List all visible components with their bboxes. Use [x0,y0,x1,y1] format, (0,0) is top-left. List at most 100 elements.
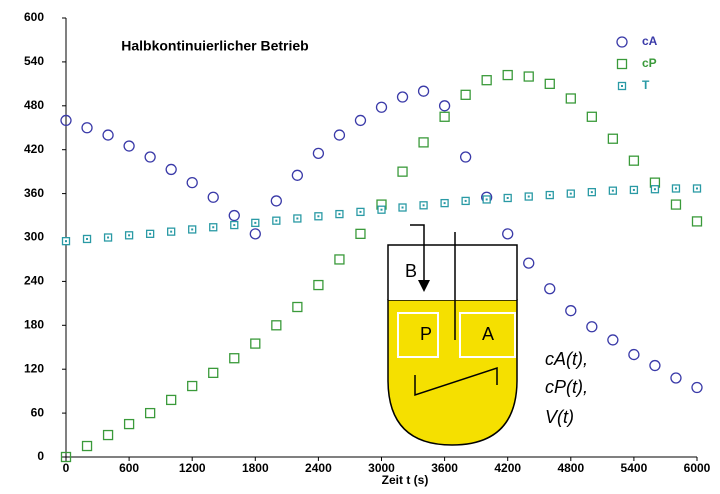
marker-dot [570,193,572,195]
y-tick-label: 0 [37,449,44,463]
marker-dot [86,238,88,240]
point [187,178,197,188]
point [419,138,428,147]
point [398,92,408,102]
marker-dot [591,191,593,193]
x-tick-label: 600 [119,461,139,475]
y-tick-label: 540 [24,54,44,68]
point [482,76,491,85]
point [587,112,596,121]
point [293,303,302,312]
y-tick-label: 300 [24,230,44,244]
marker-dot [170,231,172,233]
y-tick-label: 600 [24,10,44,24]
point [545,284,555,294]
point [629,156,638,165]
point [251,339,260,348]
marker-dot [149,233,151,235]
legend-marker [618,60,627,69]
point [82,123,92,133]
x-tick-label: 6000 [684,461,711,475]
legend-marker [617,37,627,47]
y-tick-label: 360 [24,186,44,200]
marker-dot [612,190,614,192]
legend-label: cA [642,34,658,48]
marker-dot [423,204,425,206]
marker-dot [621,85,623,87]
point [524,72,533,81]
point [650,361,660,371]
marker-dot [381,209,383,211]
marker-dot [254,222,256,224]
y-tick-label: 480 [24,98,44,112]
point [83,442,92,451]
point [461,90,470,99]
point [355,115,365,125]
point [671,373,681,383]
x-tick-label: 2400 [305,461,332,475]
marker-dot [107,237,109,239]
point [461,152,471,162]
x-axis-label: Zeit t (s) [382,473,429,487]
point [503,71,512,80]
marker-dot [465,200,467,202]
point [230,354,239,363]
x-tick-label: 5400 [621,461,648,475]
point [209,368,218,377]
point [419,86,429,96]
point [503,229,513,239]
point [629,350,639,360]
marker-dot [275,220,277,222]
marker-dot [486,198,488,200]
point [103,130,113,140]
point [693,217,702,226]
point [566,306,576,316]
annotation: P [420,324,432,344]
marker-dot [444,202,446,204]
annotation: V(t) [545,407,574,427]
point [587,322,597,332]
y-tick-label: 180 [24,317,44,331]
point [671,200,680,209]
annotation: cP(t), [545,377,588,397]
legend-label: T [642,78,650,92]
marker-dot [507,197,509,199]
x-tick-label: 3600 [431,461,458,475]
x-tick-label: 1800 [242,461,269,475]
point [440,101,450,111]
point [313,148,323,158]
chart: Halbkontinuierlicher Betrieb Zeit t (s) … [0,0,720,489]
reactor-diagram [388,225,517,445]
chart-title: Halbkontinuierlicher Betrieb [121,38,308,54]
marker-dot [359,211,361,213]
point [250,229,260,239]
point [167,395,176,404]
marker-dot [65,240,67,242]
point [334,130,344,140]
marker-dot [317,215,319,217]
y-tick-label: 420 [24,142,44,156]
point [166,164,176,174]
marker-dot [654,188,656,190]
marker-dot [528,196,530,198]
marker-dot [233,224,235,226]
marker-dot [191,228,193,230]
point [271,196,281,206]
point [104,431,113,440]
legend-label: cP [642,56,657,70]
point [545,79,554,88]
x-tick-label: 4200 [494,461,521,475]
point [124,141,134,151]
point [188,382,197,391]
x-tick-label: 1200 [179,461,206,475]
point [356,229,365,238]
annotation: B [405,261,417,281]
point [608,335,618,345]
point [292,170,302,180]
point [608,134,617,143]
marker-dot [128,234,130,236]
marker-dot [212,226,214,228]
point [566,94,575,103]
annotation: A [482,324,494,344]
point [524,258,534,268]
